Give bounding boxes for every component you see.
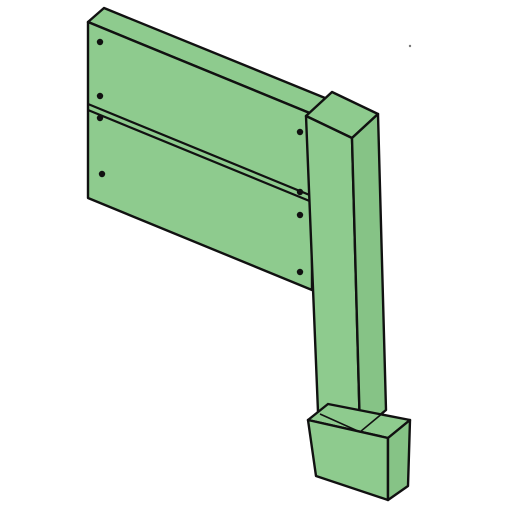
screw-lower-right-top: [296, 211, 304, 219]
screw-upper-right-bottom: [296, 188, 304, 196]
board-divider-line: [87, 102, 313, 198]
post-footing: [306, 402, 412, 502]
screw-upper-right-top: [296, 128, 304, 136]
screw-lower-right-bottom: [296, 268, 304, 276]
screw-lower-left-top: [96, 114, 104, 122]
post-right-face: [350, 112, 388, 434]
screw-upper-left-top: [96, 38, 104, 46]
footing-right-face: [386, 418, 412, 502]
sign-board: [86, 6, 332, 292]
post: [304, 90, 388, 434]
footing-post-inset: [319, 411, 385, 433]
screw-lower-left-bottom: [98, 170, 106, 178]
stray-dot: [408, 44, 412, 48]
screw-upper-left-bottom: [96, 92, 104, 100]
board-divider-line-2: [87, 108, 313, 204]
